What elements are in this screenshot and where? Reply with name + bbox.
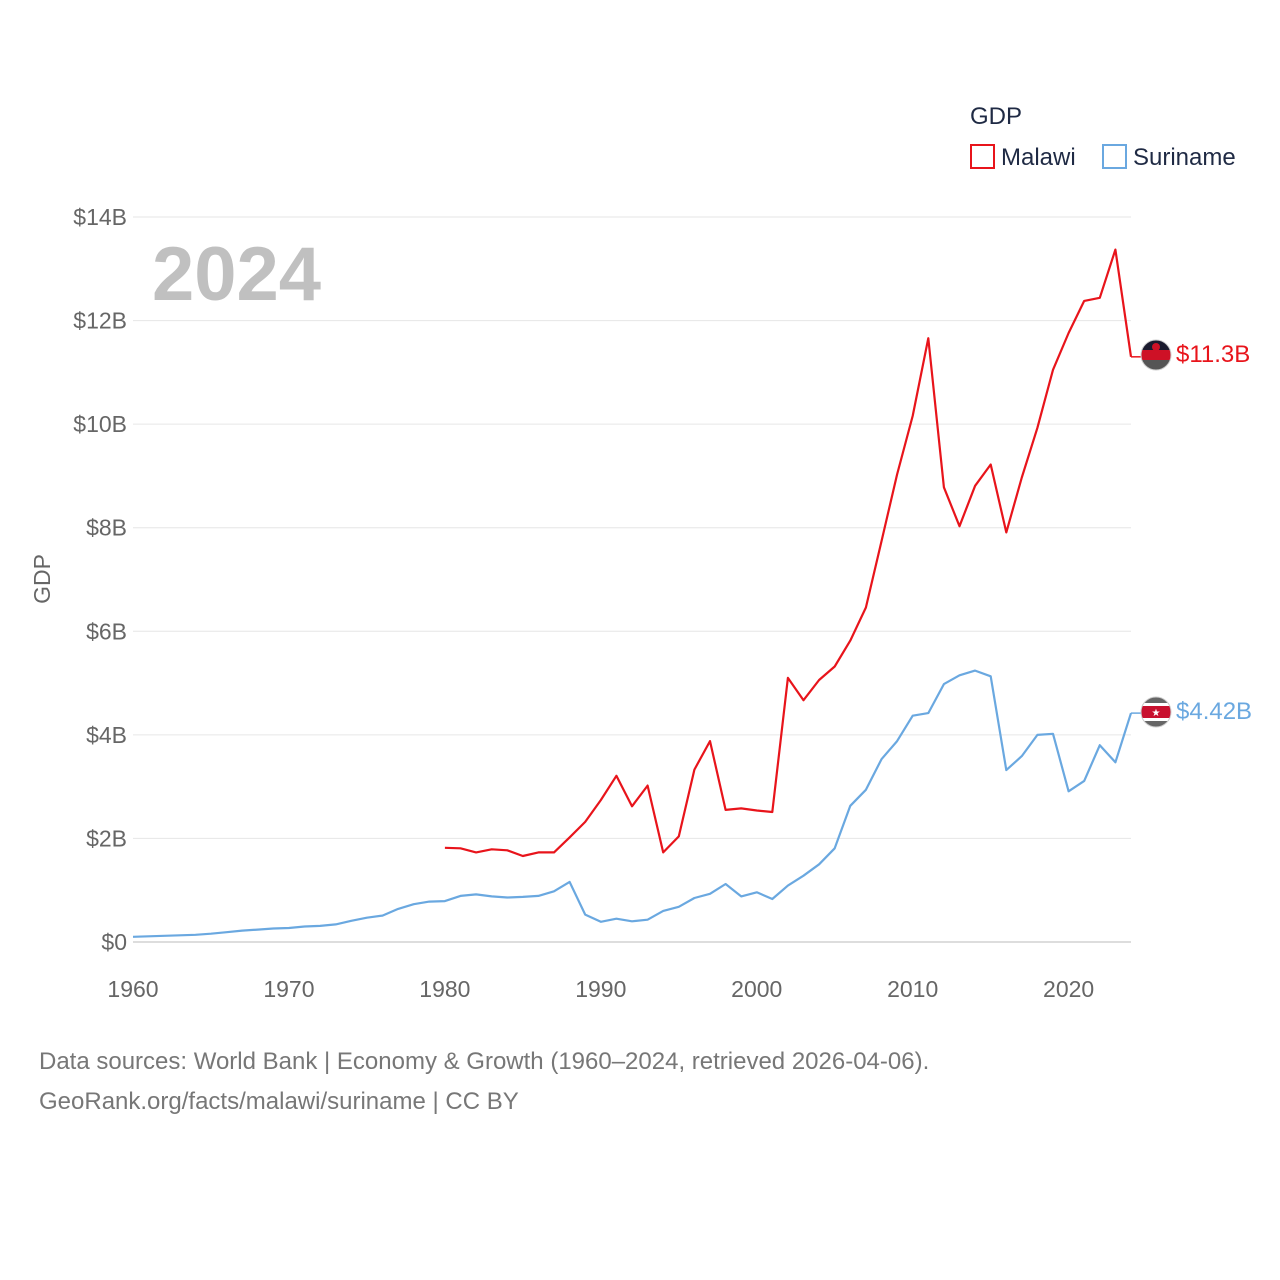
legend: GDP Malawi Suriname: [970, 103, 1236, 171]
series-line-malawi: [444, 248, 1133, 858]
year-watermark: 2024: [152, 232, 321, 317]
svg-text:★: ★: [1152, 708, 1161, 719]
y-axis-title: GDP: [29, 554, 55, 604]
malawi-flag-icon: [1141, 340, 1171, 370]
grid-lines: [133, 216, 1131, 943]
y-axis-tick-labels: $0 $2B $4B $6B $8B $10B $12B $14B: [73, 204, 127, 955]
y-tick-label: $10B: [73, 411, 127, 437]
y-tick-label: $0: [101, 929, 127, 955]
suriname-flag-border: [1140, 696, 1172, 728]
x-tick-label: 1990: [575, 976, 626, 1002]
x-tick-label: 1960: [107, 976, 158, 1002]
y-tick-label: $12B: [73, 308, 127, 334]
x-axis-tick-labels: 1960 1970 1980 1990 2000 2010 2020: [107, 976, 1094, 1002]
y-tick-label: $6B: [86, 618, 127, 644]
y-tick-label: $4B: [86, 722, 127, 748]
footer-attribution: GeoRank.org/facts/malawi/suriname | CC B…: [39, 1088, 519, 1115]
y-tick-label: $2B: [86, 825, 127, 851]
legend-label-suriname[interactable]: Suriname: [1133, 144, 1236, 171]
malawi-end-label: $11.3B: [1176, 341, 1250, 368]
gdp-line-chart: $0$2B$4B$6B$8B$10B$12B$14B 1960 1970 1980 1…: [29, 103, 1252, 1002]
x-tick-label: 1980: [419, 976, 470, 1002]
x-tick-label: 1970: [263, 976, 314, 1002]
legend-swatch-malawi[interactable]: [970, 144, 995, 169]
x-tick-label: 2000: [731, 976, 782, 1002]
y-tick-label: $14B: [73, 204, 127, 230]
malawi-flag-border: [1140, 339, 1172, 371]
series-line-suriname: [132, 669, 1133, 938]
x-tick-label: 2020: [1043, 976, 1094, 1002]
series-lines: [132, 248, 1141, 938]
legend-swatch-suriname[interactable]: [1102, 144, 1127, 169]
legend-label-malawi[interactable]: Malawi: [1001, 144, 1076, 171]
y-tick-label: $8B: [86, 515, 127, 541]
legend-title: GDP: [970, 103, 1022, 130]
footer-sources: Data sources: World Bank | Economy & Gro…: [39, 1048, 930, 1075]
footer: Data sources: World Bank | Economy & Gro…: [39, 1042, 929, 1122]
suriname-flag-icon: ★: [1141, 697, 1171, 727]
x-tick-label: 2010: [887, 976, 938, 1002]
suriname-end-label: $4.42B: [1176, 698, 1252, 725]
